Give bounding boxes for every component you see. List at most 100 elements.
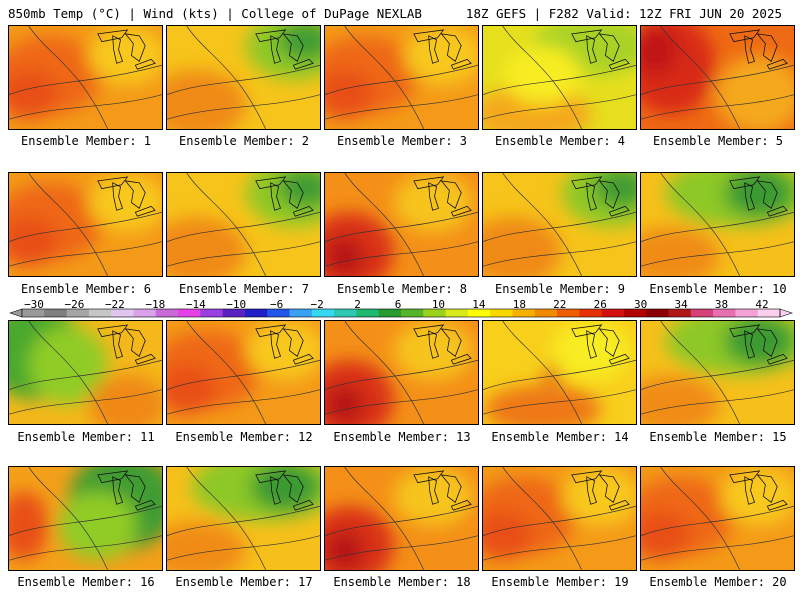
great-lakes-outline — [450, 499, 472, 511]
colorbar-tick-label: −6 — [270, 298, 284, 311]
great-lakes-outline — [97, 324, 129, 338]
great-lakes-outline — [729, 324, 761, 338]
great-lakes-outline — [608, 499, 630, 511]
great-lakes-outline — [255, 324, 287, 338]
ensemble-member-map — [324, 320, 479, 425]
ensemble-member-map — [166, 320, 321, 425]
great-lakes-outline — [598, 328, 620, 357]
ensemble-member-map — [8, 466, 163, 571]
great-lakes-outline — [598, 180, 620, 209]
height-contour — [9, 389, 162, 415]
colorbar-tick-label: 10 — [431, 298, 446, 311]
great-lakes-outline — [112, 182, 124, 211]
colorbar-tick-label: 2 — [354, 298, 361, 311]
temperature-region — [250, 467, 320, 512]
height-contour — [9, 241, 162, 267]
great-lakes-outline — [270, 182, 282, 211]
temperature-region — [394, 321, 474, 380]
great-lakes-outline — [729, 470, 761, 484]
colorbar-tick-label: −2 — [310, 298, 324, 311]
great-lakes-outline — [598, 33, 620, 62]
ensemble-member-label: Ensemble Member: 20 — [649, 575, 787, 589]
great-lakes-outline — [450, 58, 472, 70]
height-contour — [483, 211, 636, 242]
great-lakes-outline — [270, 35, 282, 64]
colorbar-tick-label: 42 — [755, 298, 769, 311]
great-lakes-outline — [134, 353, 156, 365]
great-lakes-outline — [292, 58, 314, 70]
great-lakes-outline — [134, 205, 156, 217]
colorbar-swatch — [311, 309, 335, 317]
height-contour — [641, 505, 794, 536]
height-contour — [167, 359, 320, 390]
colorbar-swatch — [88, 309, 112, 317]
ensemble-member-map — [640, 25, 795, 130]
great-lakes-outline — [440, 328, 462, 357]
great-lakes-outline — [124, 33, 146, 62]
great-lakes-outline — [729, 176, 761, 190]
great-lakes-outline — [413, 324, 445, 338]
great-lakes-outline — [112, 35, 124, 64]
height-contour — [325, 535, 478, 561]
ensemble-member-map — [8, 320, 163, 425]
great-lakes-outline — [428, 330, 440, 359]
ensemble-member-map — [8, 172, 163, 277]
ensemble-member-map — [482, 25, 637, 130]
colorbar-swatch — [668, 309, 692, 317]
temperature-region — [28, 325, 108, 405]
height-contour — [186, 321, 267, 424]
height-contour — [641, 535, 794, 561]
colorbar-frame — [21, 308, 781, 318]
height-contour — [483, 64, 636, 95]
ensemble-member-map — [324, 172, 479, 277]
ensemble-member-label: Ensemble Member: 12 — [175, 430, 313, 444]
great-lakes-outline — [450, 205, 472, 217]
colorbar-swatch — [646, 309, 669, 317]
height-contour — [502, 26, 583, 129]
great-lakes-outline — [292, 353, 314, 365]
height-contour — [641, 241, 794, 267]
great-lakes-outline — [766, 205, 788, 217]
great-lakes-outline — [766, 499, 788, 511]
great-lakes-outline — [112, 476, 124, 505]
height-contour — [9, 535, 162, 561]
height-contour — [483, 505, 636, 536]
temperature-region — [9, 491, 49, 561]
temperature-region — [502, 45, 582, 105]
ensemble-member-label: Ensemble Member: 15 — [649, 430, 787, 444]
colorbar-swatch — [601, 309, 625, 317]
great-lakes-outline — [292, 499, 314, 511]
ensemble-member-map — [166, 25, 321, 130]
temperature-region — [325, 530, 365, 570]
great-lakes-outline — [766, 353, 788, 365]
height-contour — [660, 173, 741, 276]
height-contour — [483, 359, 636, 390]
great-lakes-outline — [586, 35, 598, 64]
great-lakes-outline — [124, 180, 146, 209]
great-lakes-outline — [97, 470, 129, 484]
height-contour — [325, 211, 478, 242]
colorbar-tick-label: −18 — [145, 298, 166, 311]
ensemble-member-label: Ensemble Member: 17 — [175, 575, 313, 589]
great-lakes-outline — [756, 328, 778, 357]
colorbar-swatch — [579, 309, 603, 317]
colorbar-swatch — [289, 309, 313, 317]
height-contour — [9, 505, 162, 536]
height-contour — [660, 467, 741, 570]
great-lakes-outline — [756, 474, 778, 503]
height-contour — [641, 211, 794, 242]
great-lakes-outline — [134, 58, 156, 70]
ensemble-member-map — [324, 466, 479, 571]
great-lakes-outline — [744, 476, 756, 505]
temperature-region — [9, 217, 59, 267]
great-lakes-outline — [255, 29, 287, 43]
height-contour — [325, 505, 478, 536]
great-lakes-outline — [440, 33, 462, 62]
temperature-region — [325, 384, 365, 424]
temperature-region — [724, 173, 794, 218]
colorbar-tick-label: 38 — [714, 298, 729, 311]
colorbar-swatch — [445, 309, 469, 317]
colorbar-tick-label: 6 — [394, 298, 402, 311]
great-lakes-outline — [124, 474, 146, 503]
great-lakes-outline — [112, 330, 124, 359]
